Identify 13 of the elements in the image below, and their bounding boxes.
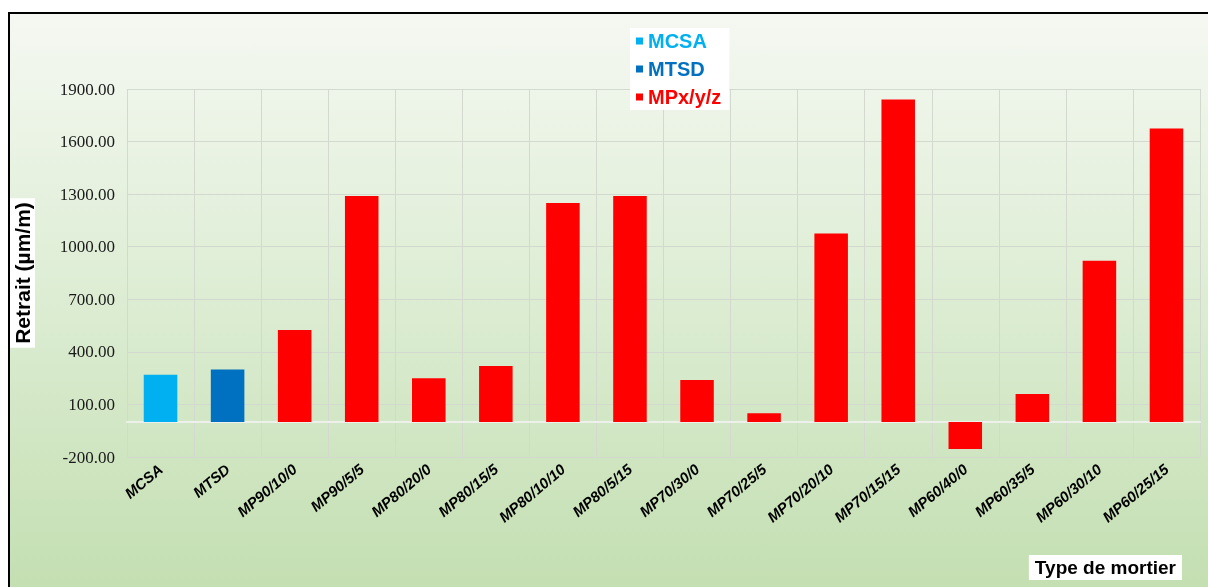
y-tick-label: 1600.00 xyxy=(59,132,115,152)
y-tick-label: 700.00 xyxy=(68,289,115,309)
legend-label: MTSD xyxy=(648,58,705,80)
x-axis-title: Type de mortier xyxy=(1034,557,1177,578)
y-tick-label: 100.00 xyxy=(68,394,115,414)
y-axis-title: Retrait (µm/m) xyxy=(11,202,34,344)
y-tick-label: -200.00 xyxy=(62,447,115,467)
y-tick-label: 1900.00 xyxy=(59,79,115,99)
y-tick-label: 400.00 xyxy=(68,342,115,362)
y-tick-label: 1000.00 xyxy=(59,237,115,257)
legend-label: MCSA xyxy=(648,30,707,52)
legend-label: MPx/y/z xyxy=(648,86,722,108)
y-tick-label: 1300.00 xyxy=(59,184,115,204)
